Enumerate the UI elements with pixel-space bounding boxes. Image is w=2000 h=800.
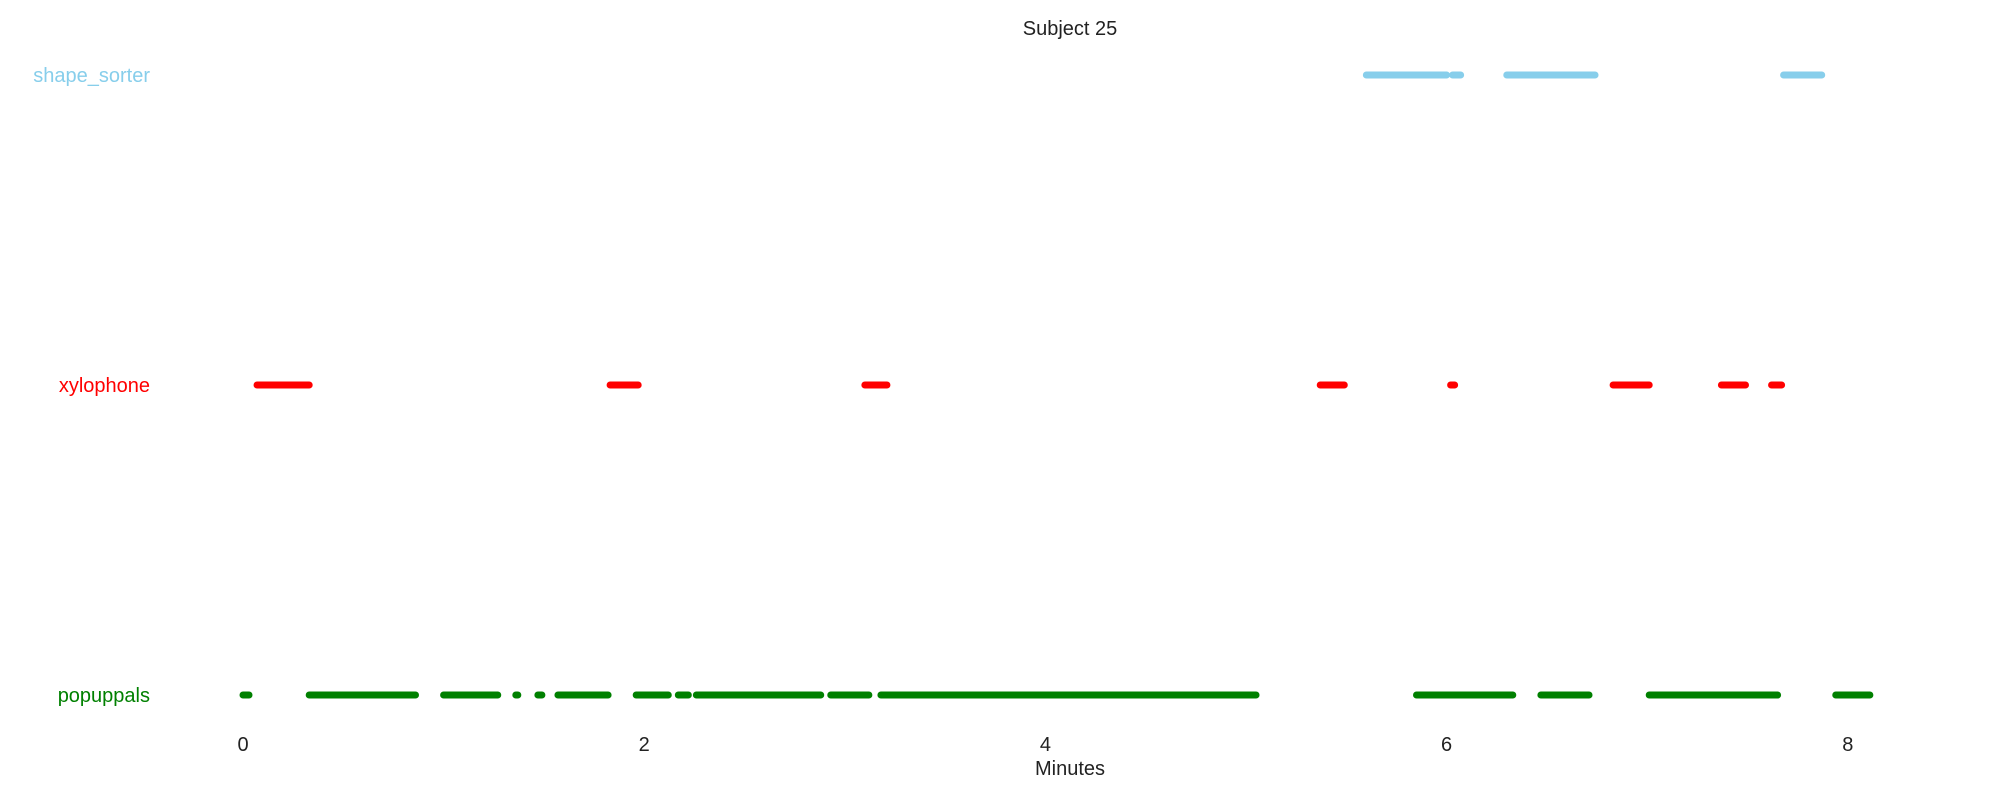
row-shape-sorter: shape_sorter [33, 65, 1826, 87]
row-label: xylophone [59, 375, 150, 397]
x-tick-label: 2 [639, 734, 650, 756]
x-tick-label: 6 [1441, 734, 1452, 756]
chart-title: Subject 25 [1023, 18, 1118, 40]
row-popuppals: popuppals [58, 685, 1874, 707]
row-label: popuppals [58, 685, 150, 707]
row-xylophone: xylophone [59, 375, 1786, 397]
rows-layer: shape_sorter xylophone popuppals [33, 65, 1874, 707]
x-tick-label: 8 [1842, 734, 1853, 756]
x-axis-label: Minutes [1035, 758, 1105, 780]
x-tick-label: 0 [237, 734, 248, 756]
x-tick-label: 4 [1040, 734, 1051, 756]
x-axis-ticks: 0 2 4 6 8 [237, 734, 1853, 756]
row-label: shape_sorter [33, 65, 150, 87]
